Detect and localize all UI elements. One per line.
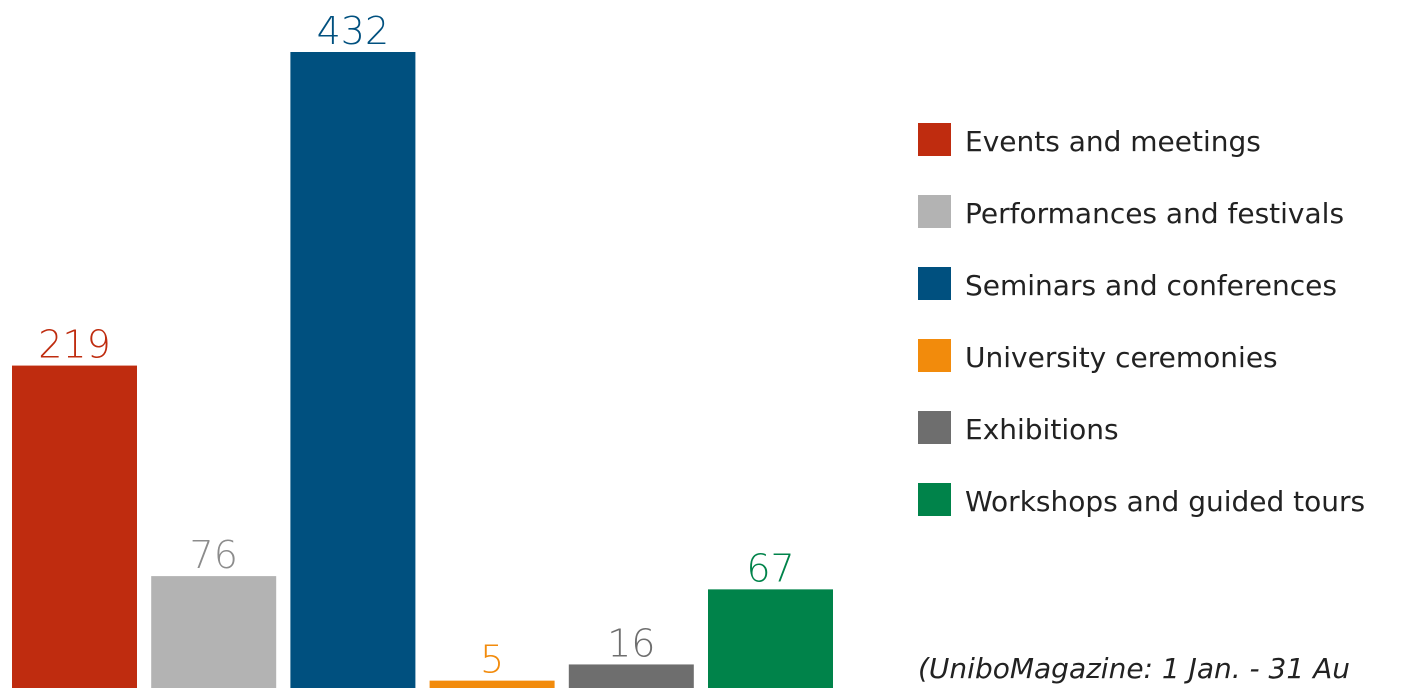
legend-label: Events and meetings bbox=[965, 125, 1261, 158]
bar bbox=[290, 52, 416, 688]
legend-swatch bbox=[918, 411, 951, 444]
legend-label: Exhibitions bbox=[965, 413, 1119, 446]
legend-swatch bbox=[918, 483, 951, 516]
legend-label: Workshops and guided tours bbox=[965, 485, 1365, 518]
bar bbox=[12, 365, 137, 688]
value-label: 16 bbox=[607, 621, 655, 665]
bar bbox=[708, 589, 833, 688]
legend-swatch bbox=[918, 267, 951, 300]
bar bbox=[429, 680, 555, 688]
bar bbox=[568, 664, 694, 688]
legend-label: Seminars and conferences bbox=[965, 269, 1337, 302]
legend-label: Performances and festivals bbox=[965, 197, 1344, 230]
legend-label: University ceremonies bbox=[965, 341, 1278, 374]
value-label: 67 bbox=[746, 546, 794, 590]
value-label: 219 bbox=[38, 323, 111, 367]
legend-swatch bbox=[918, 339, 951, 372]
legend-swatch bbox=[918, 195, 951, 228]
legend-swatch bbox=[918, 123, 951, 156]
value-label: 76 bbox=[190, 533, 238, 577]
value-label: 432 bbox=[317, 9, 390, 53]
source-note: (UniboMagazine: 1 Jan. - 31 Au bbox=[918, 652, 1350, 685]
value-label: 5 bbox=[480, 638, 504, 682]
bar bbox=[151, 576, 277, 688]
